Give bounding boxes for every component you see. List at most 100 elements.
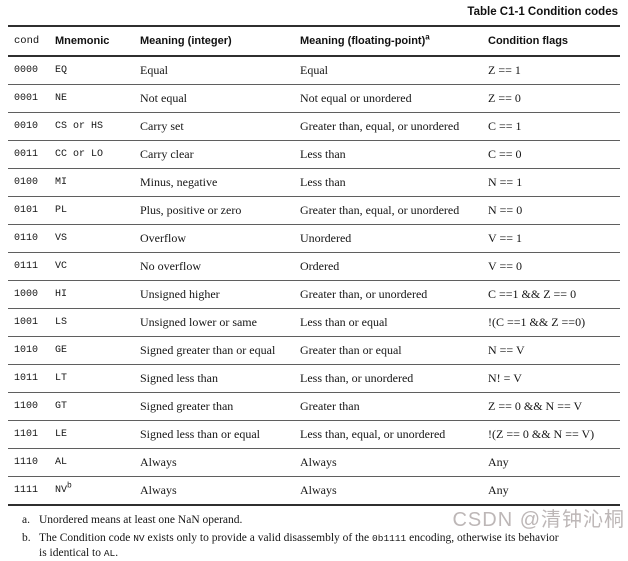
cond-cell: 0101 xyxy=(14,205,39,216)
meaning-integer-cell: Plus, positive or zero xyxy=(140,203,242,217)
condition-flags-cell: N == 0 xyxy=(488,203,523,217)
meaning-fp-cell: Greater than, or unordered xyxy=(300,287,428,301)
condition-codes-table: cond Mnemonic Meaning (integer) Meaning … xyxy=(8,25,620,506)
mnemonic-cell: AL xyxy=(55,457,68,468)
mnemonic-cell: LE xyxy=(55,429,68,440)
header-meaning-fp-label: Meaning (floating-point) xyxy=(300,35,426,47)
cond-cell: 0011 xyxy=(14,149,39,160)
table-row: 1001 LS Unsigned lower or same Less than or… xyxy=(8,309,620,337)
footnote-b-marker: b. xyxy=(22,531,31,544)
meaning-integer-cell: Always xyxy=(140,455,177,469)
footnote-b-code-encoding: 0b1111 xyxy=(372,532,407,544)
footnote-a-marker: a. xyxy=(22,514,30,526)
footnote-b: b. The Condition code NV exists only to … xyxy=(22,531,620,561)
meaning-integer-cell: Carry clear xyxy=(140,147,194,161)
cond-cell: 1000 xyxy=(14,289,39,300)
meaning-fp-cell: Greater than, equal, or unordered xyxy=(300,119,460,133)
meaning-integer-cell: Signed greater than xyxy=(140,399,234,413)
header-meaning-integer: Meaning (integer) xyxy=(134,26,294,57)
mnemonic-cell: NVb xyxy=(55,481,72,496)
footnote-a-text: Unordered means at least one NaN operand… xyxy=(39,514,243,526)
mnemonic-cell: LT xyxy=(55,373,68,384)
mnemonic-cell: NE xyxy=(55,93,68,104)
table-row: 1101 LE Signed less than or equal Less than… xyxy=(8,421,620,449)
meaning-integer-cell: Minus, negative xyxy=(140,175,218,189)
cond-cell: 1101 xyxy=(14,429,39,440)
meaning-integer-cell: Unsigned lower or same xyxy=(140,315,257,329)
footnote-b-part: exists only to provide a valid disassemb… xyxy=(144,531,373,544)
mnemonic-cell: GT xyxy=(55,401,68,412)
mnemonic-cell: CS or HS xyxy=(55,121,104,132)
condition-flags-cell: !(Z == 0 && N == V) xyxy=(488,427,595,441)
mnemonic-cell: HI xyxy=(55,289,68,300)
footnote-a: a. Unordered means at least one NaN oper… xyxy=(22,513,620,528)
header-row: cond Mnemonic Meaning (integer) Meaning … xyxy=(8,26,620,57)
meaning-integer-cell: Signed less than or equal xyxy=(140,427,260,441)
table-row: 0111 VC No overflow Ordered V == 0 xyxy=(8,253,620,281)
table-row: 0010 CS or HS Carry set Greater than, equal… xyxy=(8,113,620,141)
meaning-integer-cell: Unsigned higher xyxy=(140,287,220,301)
footnote-b-code-al: AL xyxy=(103,547,116,559)
condition-flags-cell: Any xyxy=(488,483,509,497)
footnote-ref-a: a xyxy=(425,32,430,42)
table-row: 0110 VS Overflow Unordered V == 1 xyxy=(8,225,620,253)
footnote-ref-b: b xyxy=(67,481,72,491)
condition-flags-cell: V == 0 xyxy=(488,259,522,273)
condition-flags-cell: !(C ==1 && Z ==0) xyxy=(488,315,586,329)
meaning-fp-cell: Ordered xyxy=(300,259,340,273)
meaning-fp-cell: Unordered xyxy=(300,231,352,245)
mnemonic-cell: VC xyxy=(55,261,68,272)
header-condition-flags: Condition flags xyxy=(482,26,620,57)
meaning-integer-cell: Not equal xyxy=(140,91,187,105)
cond-cell: 0010 xyxy=(14,121,39,132)
table-header: cond Mnemonic Meaning (integer) Meaning … xyxy=(8,26,620,57)
meaning-integer-cell: Equal xyxy=(140,63,168,77)
mnemonic-cell: LS xyxy=(55,317,68,328)
table-row: 0100 MI Minus, negative Less than N == 1 xyxy=(8,169,620,197)
cond-cell: 1100 xyxy=(14,401,39,412)
meaning-integer-cell: Always xyxy=(140,483,177,497)
meaning-fp-cell: Always xyxy=(300,455,337,469)
header-cond: cond xyxy=(8,26,49,57)
condition-flags-cell: N == 1 xyxy=(488,175,523,189)
footnote-b-part: . xyxy=(115,546,119,559)
condition-flags-cell: Any xyxy=(488,455,509,469)
table-row: 0001 NE Not equal Not equal or unordered Z =… xyxy=(8,85,620,113)
condition-flags-cell: C == 0 xyxy=(488,147,522,161)
cond-cell: 1110 xyxy=(14,457,39,468)
meaning-fp-cell: Greater than, equal, or unordered xyxy=(300,203,460,217)
cond-cell: 0110 xyxy=(14,233,39,244)
table-row: 1110 AL Always Always Any xyxy=(8,449,620,477)
condition-flags-cell: C == 1 xyxy=(488,119,522,133)
meaning-integer-cell: Signed less than xyxy=(140,371,218,385)
condition-flags-cell: V == 1 xyxy=(488,231,522,245)
meaning-integer-cell: Carry set xyxy=(140,119,184,133)
condition-flags-cell: Z == 0 && N == V xyxy=(488,399,583,413)
mnemonic-cell: EQ xyxy=(55,65,68,76)
condition-flags-cell: Z == 0 xyxy=(488,91,521,105)
cond-cell: 0111 xyxy=(14,261,39,272)
meaning-fp-cell: Less than, equal, or unordered xyxy=(300,427,446,441)
meaning-integer-cell: No overflow xyxy=(140,259,201,273)
header-mnemonic: Mnemonic xyxy=(49,26,134,57)
mnemonic-cell: VS xyxy=(55,233,68,244)
cond-cell: 1111 xyxy=(14,485,39,496)
mnemonic-cell: GE xyxy=(55,345,68,356)
footnote-b-text: The Condition code NV exists only to pro… xyxy=(39,531,567,561)
table-row: 1000 HI Unsigned higher Greater than, or un… xyxy=(8,281,620,309)
footnote-b-code-nv: NV xyxy=(133,532,145,544)
meaning-fp-cell: Equal xyxy=(300,63,328,77)
meaning-fp-cell: Less than or equal xyxy=(300,315,388,329)
meaning-fp-cell: Not equal or unordered xyxy=(300,91,412,105)
cond-cell: 0000 xyxy=(14,65,39,76)
cond-cell: 1001 xyxy=(14,317,39,328)
meaning-fp-cell: Always xyxy=(300,483,337,497)
condition-flags-cell: N == V xyxy=(488,343,525,357)
mnemonic-cell: PL xyxy=(55,205,68,216)
meaning-fp-cell: Greater than or equal xyxy=(300,343,402,357)
cond-cell: 1011 xyxy=(14,373,39,384)
mnemonic-cell: MI xyxy=(55,177,68,188)
table-row: 1010 GE Signed greater than or equal Greate… xyxy=(8,337,620,365)
header-meaning-fp: Meaning (floating-point)a xyxy=(294,26,482,57)
